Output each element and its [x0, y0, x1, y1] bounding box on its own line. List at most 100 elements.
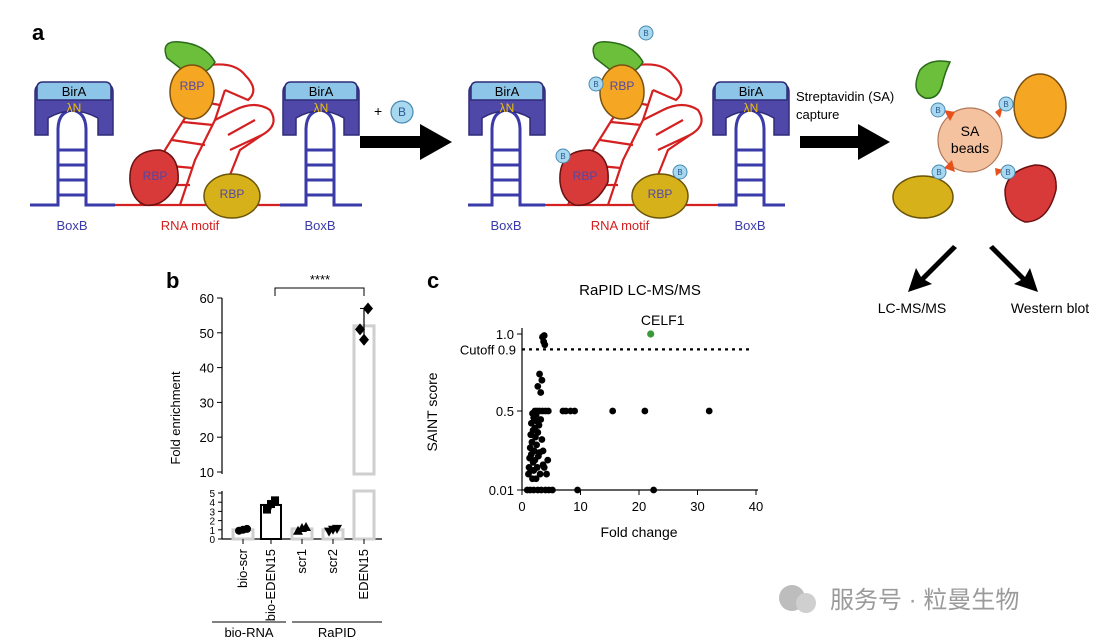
left-rbp-yellow-text: RBP: [220, 187, 245, 201]
y-axis-label: SAINT score: [424, 372, 440, 451]
middle-birA-lambdaN: BirA λN: [468, 81, 546, 136]
y-tick-label: 50: [200, 326, 214, 341]
left-rbp-orange-text: RBP: [180, 79, 205, 93]
middle-birA-text: BirA: [495, 84, 520, 99]
outputs: LC-MS/MS Western blot: [878, 245, 1089, 316]
middle-lambdaN-text-2: λN: [744, 101, 759, 115]
captured-rbp-green: [915, 60, 952, 99]
data-point: [301, 522, 311, 532]
left-rbp-orange: RBP: [169, 64, 215, 120]
biotin-icon: [390, 100, 414, 124]
x-tick-label: 40: [749, 499, 763, 514]
middle-boxb-hairpin: [468, 108, 545, 207]
biotin-icon: [930, 102, 946, 118]
left-rbp-red-text: RBP: [143, 169, 168, 183]
western-blot-label: Western blot: [1011, 300, 1089, 316]
y-tick-label: 60: [200, 291, 214, 306]
x-tick-label: 0: [518, 499, 525, 514]
streptavidin-wedge: [944, 110, 955, 121]
data-point: [533, 441, 541, 449]
data-point: [534, 382, 542, 390]
sa-capture-line1: Streptavidin (SA): [796, 89, 894, 104]
data-point: [529, 475, 536, 483]
middle-construct: BirA λN BoxB RBP RBP: [468, 25, 790, 233]
biotin-icon: [638, 25, 654, 41]
data-point: [525, 470, 532, 478]
highlight-label: CELF1: [641, 312, 685, 328]
left-birA-text: BirA: [62, 84, 87, 99]
x-tick-label: bio-EDEN15: [263, 549, 278, 621]
group-label: RaPID: [318, 625, 356, 640]
y-tick-label: 2: [209, 517, 215, 528]
x-tick-label: 10: [573, 499, 587, 514]
middle-rbp-orange-text: RBP: [610, 79, 635, 93]
middle-rbp-orange: RBP: [599, 64, 645, 120]
middle-biotins: B B B B: [555, 25, 688, 180]
data-point: [641, 407, 649, 415]
sa-beads-complex: B B B B SA beads: [892, 60, 1067, 223]
y-tick-label: 0.01: [489, 483, 514, 498]
biotin-icon: [1000, 164, 1016, 180]
panel-c-label: c: [427, 268, 439, 293]
biotin-icon: [555, 148, 571, 164]
data-point: [609, 407, 617, 415]
biotin-icon-text: B: [936, 168, 941, 177]
y-tick-label: 40: [200, 361, 214, 376]
left-boxb-label-1: BoxB: [56, 218, 87, 233]
y-tick-label: 3: [209, 507, 215, 518]
left-birA-lambdaN-2: BirA λN: [282, 81, 360, 136]
sa-capture-step: Streptavidin (SA) capture: [796, 89, 894, 160]
x-tick-label: EDEN15: [356, 549, 371, 600]
y-tick-label: 10: [200, 465, 214, 480]
watermark-text: 服务号 · 粒曼生物: [830, 587, 1019, 614]
biotin-icon-text: B: [593, 80, 598, 89]
data-point: [529, 458, 537, 466]
middle-birA-lambdaN-2: BirA λN: [712, 81, 790, 136]
plus-sign: +: [374, 103, 382, 119]
left-lambdaN-text: λN: [67, 101, 82, 115]
middle-birA-text-2: BirA: [739, 84, 764, 99]
x-tick-label: scr2: [325, 549, 340, 574]
x-axis-label: Fold change: [600, 524, 677, 540]
biotin-icon-text: B: [643, 29, 648, 38]
y-tick-label: 0.5: [496, 404, 514, 419]
step-arrow-2: [800, 124, 890, 160]
y-tick-label: 4: [209, 498, 215, 509]
data-point: [532, 433, 539, 441]
y-axis-label: Fold enrichment: [168, 371, 183, 465]
data-point: [562, 407, 570, 415]
left-birA-text-2: BirA: [309, 84, 334, 99]
highlight-point: [647, 330, 655, 338]
add-biotin-step: + B: [360, 100, 452, 160]
data-point: [574, 486, 581, 494]
biotin-icon: [931, 164, 947, 180]
chart-c: RaPID LC-MS/MS 0 10 20 30 40 0.01 0.5 1.0 Fold ch…: [424, 282, 763, 540]
biotin-icon-text: B: [677, 168, 682, 177]
middle-rbp-red: RBP: [559, 149, 609, 207]
middle-rbp-yellow: RBP: [631, 173, 689, 219]
x-tick-label: bio-scr: [235, 548, 250, 588]
x-tick-label: 30: [690, 499, 704, 514]
panel-b-label: b: [166, 268, 179, 293]
biotin-icon: [588, 76, 604, 92]
y-tick-label: 1: [209, 526, 215, 537]
captured-rbp-orange: [1013, 73, 1067, 139]
biotin-icon-text: B: [935, 106, 940, 115]
data-point: [705, 407, 713, 415]
group-label: bio-RNA: [224, 625, 273, 640]
x-tick-label: scr1: [294, 549, 309, 574]
data-point: [543, 470, 550, 478]
sa-beads-label-1: SA: [961, 123, 980, 139]
data-point: [536, 470, 544, 478]
left-rna-motif-label: RNA motif: [161, 218, 220, 233]
captured-rbp-red: [1004, 164, 1057, 223]
left-rbp-red: RBP: [129, 149, 179, 207]
biotin-icon-text: B: [398, 105, 406, 119]
bar: [352, 324, 376, 476]
y-tick-label: 5: [209, 489, 215, 500]
left-lambdaN-text-2: λN: [314, 101, 329, 115]
data-point: [530, 467, 538, 474]
biotin-icon-text: B: [560, 152, 565, 161]
cutoff-label: Cutoff 0.9: [460, 342, 516, 357]
